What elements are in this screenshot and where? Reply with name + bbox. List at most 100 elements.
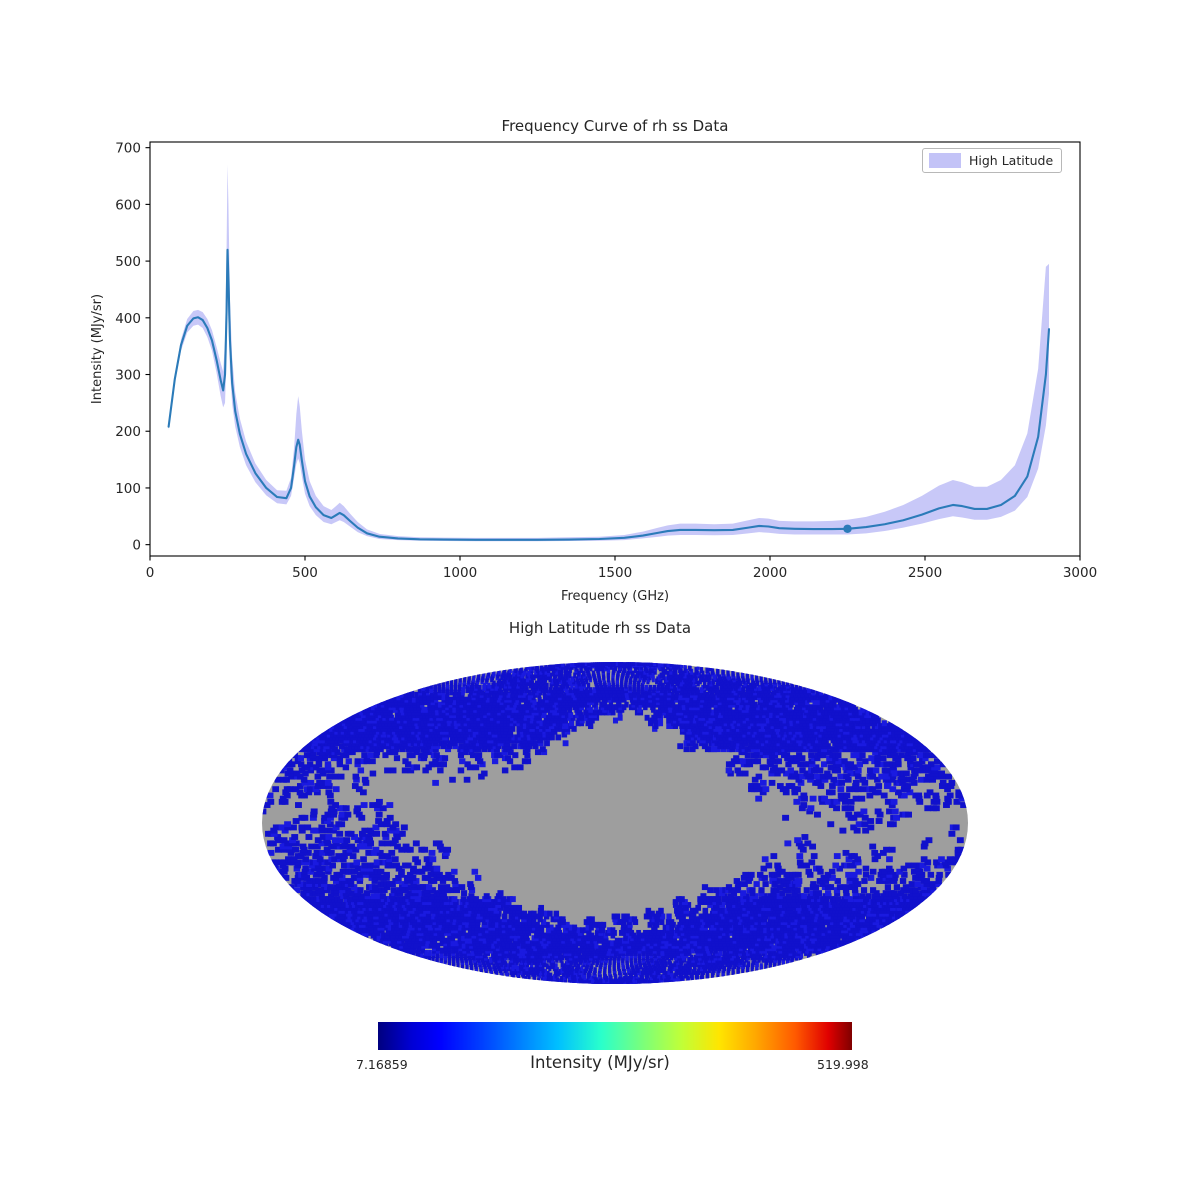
sky-map-pixel xyxy=(853,924,859,931)
sky-map-pixel xyxy=(632,975,636,982)
sky-map-pixel xyxy=(837,786,845,793)
sky-map-pixel xyxy=(606,940,611,947)
sky-map-pixel xyxy=(880,893,887,900)
sky-map-pixel xyxy=(512,752,519,759)
sky-map-pixel xyxy=(832,755,839,762)
sky-map-pixel xyxy=(795,776,803,783)
sky-map-pixel xyxy=(360,856,367,863)
sky-map-pixel xyxy=(325,746,332,753)
sky-map-pixel xyxy=(747,961,751,968)
sky-map-pixel xyxy=(857,746,864,753)
sky-map-pixel xyxy=(646,929,652,936)
sky-map-pixel xyxy=(855,767,862,774)
sky-map-pixel xyxy=(917,893,924,900)
sky-map-pixel xyxy=(334,896,341,903)
sky-map-pixel xyxy=(325,783,333,789)
sky-map-pixel xyxy=(695,904,702,911)
sky-map-pixel xyxy=(386,896,393,903)
sky-map-pixel xyxy=(724,956,728,963)
sky-map-pixel xyxy=(279,843,287,850)
sky-map-pixel xyxy=(952,824,960,831)
sky-map-pixel xyxy=(763,921,769,928)
sky-map-pixel xyxy=(343,893,350,900)
x-tick-label: 3000 xyxy=(1063,565,1097,581)
sky-map-pixel xyxy=(410,868,417,875)
sky-map-pixel xyxy=(374,746,381,753)
sky-map-pixel xyxy=(873,746,880,753)
sky-map-pixel xyxy=(775,758,782,765)
sky-map-pixel xyxy=(894,746,901,753)
sky-map-pixel xyxy=(830,746,837,753)
sky-map-pixel xyxy=(392,749,399,756)
sky-map-pixel xyxy=(867,818,875,824)
sky-map-pixel xyxy=(687,947,691,954)
sky-map-pixel xyxy=(619,945,624,952)
spectrum-legend[interactable]: High Latitude xyxy=(922,148,1063,173)
sky-map-pixel xyxy=(295,859,303,866)
sky-map-pixel xyxy=(387,935,392,942)
sky-map-pixel xyxy=(759,789,767,796)
sky-map-pixel xyxy=(531,910,537,917)
sky-map-pixel xyxy=(318,824,326,831)
sky-map-pixel xyxy=(706,970,710,977)
sky-map-pixel xyxy=(539,746,546,753)
sky-map-pixel xyxy=(845,871,852,878)
sky-map-pixel xyxy=(341,746,348,753)
sky-map-pixel xyxy=(524,913,531,920)
sky-map-pixel xyxy=(938,856,945,863)
sky-map-pixel xyxy=(384,884,391,891)
sky-map-pixel xyxy=(326,814,334,821)
sky-map-pixel xyxy=(565,972,569,979)
sky-map-pixel xyxy=(321,878,328,884)
sky-map-pixel xyxy=(475,746,482,753)
sky-map-pixel xyxy=(743,893,750,900)
sky-map-pixel xyxy=(833,746,840,753)
sky-map-pixel xyxy=(816,767,824,774)
sky-map-pixel xyxy=(954,853,962,860)
sky-map-pixel xyxy=(311,865,318,872)
sky-map-pixel xyxy=(297,783,304,789)
sky-map-pixel xyxy=(287,770,295,777)
sky-map-pixel xyxy=(578,952,582,959)
sky-map-pixel xyxy=(375,818,383,824)
sky-map-pixel xyxy=(306,878,313,884)
sky-map-pixel xyxy=(897,746,904,753)
sky-map-pixel xyxy=(719,902,726,908)
sky-map-pixel xyxy=(939,773,947,780)
sky-map-pixel xyxy=(530,956,534,963)
sky-map-pixel xyxy=(414,746,421,753)
sky-map-pixel xyxy=(912,746,919,753)
sky-map-pixel xyxy=(306,881,313,888)
sky-map-pixel xyxy=(564,977,568,984)
sky-map-pixel xyxy=(927,761,935,768)
sky-map-pixel xyxy=(871,856,879,863)
sky-map-pixel xyxy=(397,890,404,897)
sky-map-pixel xyxy=(897,890,904,897)
sky-map-pixel xyxy=(644,970,648,977)
spectrum-data-point xyxy=(843,524,852,533)
sky-map-pixel xyxy=(307,779,315,786)
sky-map-pixel xyxy=(343,837,351,844)
sky-map-pixel xyxy=(886,893,893,900)
sky-map-pixel xyxy=(523,959,528,965)
sky-map-pixel xyxy=(366,837,374,844)
sky-map-pixel xyxy=(279,862,287,869)
sky-map-pixel xyxy=(774,770,781,777)
sky-map-pixel xyxy=(395,878,402,884)
sky-map-pixel xyxy=(513,904,519,911)
sky-map-pixel xyxy=(783,871,790,878)
sky-map-pixel xyxy=(413,942,419,949)
sky-map-pixel xyxy=(843,893,850,900)
sky-map-pixel xyxy=(730,758,738,765)
sky-map-pixel xyxy=(883,761,890,768)
sky-map-pixel xyxy=(724,896,731,903)
sky-map-pixel xyxy=(448,896,455,903)
sky-map-pixel xyxy=(804,840,812,847)
sky-map-pixel xyxy=(792,935,797,942)
sky-map-pixel xyxy=(625,977,629,984)
sky-map-pixel xyxy=(604,937,609,944)
sky-map-pixel xyxy=(669,967,673,974)
sky-map-pixel xyxy=(798,805,806,812)
sky-map-pixel xyxy=(449,776,456,783)
sky-map-pixel xyxy=(745,950,750,956)
